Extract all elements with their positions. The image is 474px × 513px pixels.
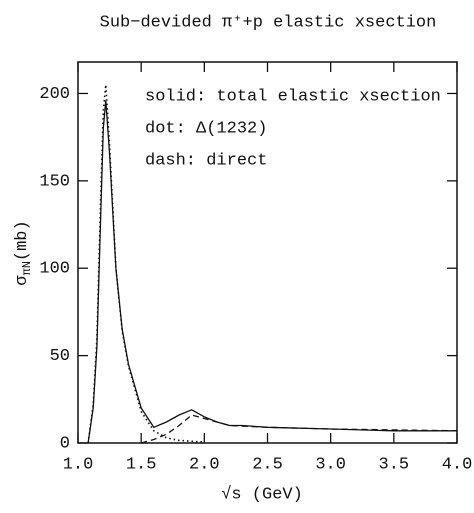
y-tick-label: 200 <box>39 85 70 104</box>
x-tick-label: 1.5 <box>126 455 157 474</box>
y-tick-label: 50 <box>50 347 70 366</box>
y-label-symbol: σ <box>13 275 32 286</box>
x-tick-label: 2.5 <box>252 455 283 474</box>
series-line <box>87 100 457 444</box>
annotation: solid: total elastic xsection <box>145 87 441 106</box>
series-line <box>141 414 458 444</box>
x-tick-label: 2.0 <box>189 455 220 474</box>
x-axis-label: √s (GeV) <box>221 484 303 504</box>
y-label-unit: (mb) <box>13 220 32 261</box>
x-tick-label: 4.0 <box>442 455 473 474</box>
annotation: dot: Δ(1232) <box>145 119 267 138</box>
x-tick-label: 3.0 <box>315 455 346 474</box>
annotation: dash: direct <box>145 151 267 170</box>
chart-title: Sub−devided π⁺+p elastic xsection <box>100 13 437 32</box>
y-label-subscript: πN <box>20 261 34 275</box>
x-tick-label: 1.0 <box>63 455 94 474</box>
y-tick-label: 100 <box>39 260 70 279</box>
y-tick-label: 0 <box>60 434 70 453</box>
x-tick-label: 3.5 <box>379 455 410 474</box>
y-tick-label: 150 <box>39 172 70 191</box>
y-axis-label: σπN(mb) <box>13 220 34 285</box>
